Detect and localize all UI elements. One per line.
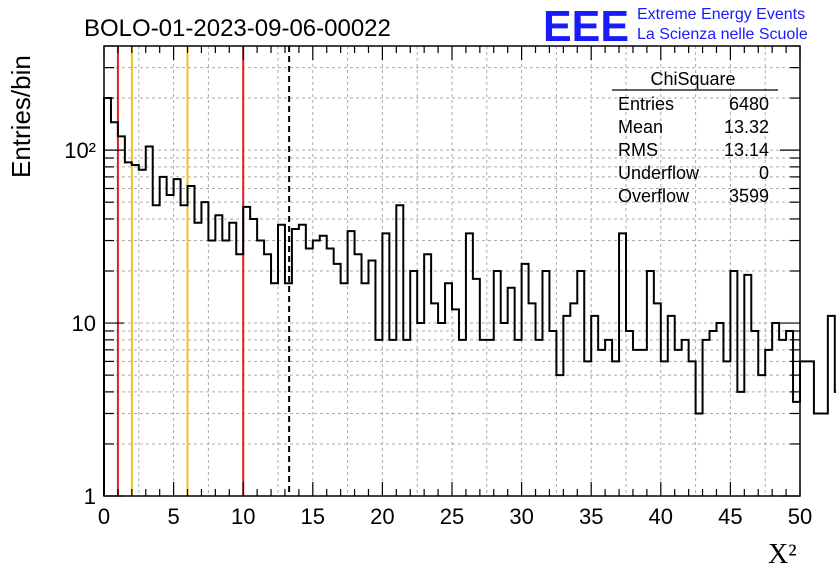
stats-value: 0 <box>759 163 769 183</box>
histogram-outline <box>103 97 836 496</box>
stats-value: 13.32 <box>724 117 769 137</box>
x-axis-label: X² <box>768 539 797 570</box>
eee-logo-mark: EEE <box>543 2 629 51</box>
y-axis-label: Entries/bin <box>6 55 36 178</box>
x-tick-label: 40 <box>649 504 673 529</box>
x-tick-label: 25 <box>440 504 464 529</box>
stats-value: 6480 <box>729 94 769 114</box>
eee-logo: EEE Extreme Energy Events La Scienza nel… <box>543 2 808 51</box>
x-tick-label: 50 <box>788 504 812 529</box>
stats-rows: Entries 6480 Mean 13.32 RMS 13.14 Underflow 0 Ov… <box>618 94 769 206</box>
y-tick-label: 1 <box>84 484 96 509</box>
stats-label: Underflow <box>618 163 700 183</box>
reference-lines <box>116 46 291 496</box>
x-tick-label: 30 <box>509 504 533 529</box>
x-tick-label: 35 <box>579 504 603 529</box>
axis-ticks <box>103 45 801 497</box>
stats-header: ChiSquare <box>650 69 735 89</box>
x-tick-label: 5 <box>167 504 179 529</box>
x-tick-label: 0 <box>98 504 110 529</box>
y-tick-label: 10 <box>72 311 96 336</box>
x-tick-label: 45 <box>718 504 742 529</box>
x-tick-labels: 0 5 10 15 20 25 30 35 40 45 50 <box>98 504 812 529</box>
stats-value: 13.14 <box>724 140 769 160</box>
x-tick-label: 15 <box>301 504 325 529</box>
x-tick-label: 20 <box>370 504 394 529</box>
stats-label: Overflow <box>618 186 690 206</box>
eee-logo-line2: La Scienza nelle Scuole <box>637 26 808 43</box>
y-tick-labels: 1 10 10² <box>64 138 96 509</box>
x-tick-label: 10 <box>231 504 255 529</box>
y-tick-label: 10² <box>64 138 96 163</box>
stats-value: 3599 <box>729 186 769 206</box>
stats-label: Mean <box>618 117 663 137</box>
eee-logo-line1: Extreme Energy Events <box>637 6 805 23</box>
stats-label: Entries <box>618 94 674 114</box>
stats-label: RMS <box>618 140 658 160</box>
stats-box: ChiSquare Entries 6480 Mean 13.32 RMS 13.14 Un… <box>612 69 778 206</box>
chart-title: BOLO-01-2023-09-06-00022 <box>84 15 391 42</box>
